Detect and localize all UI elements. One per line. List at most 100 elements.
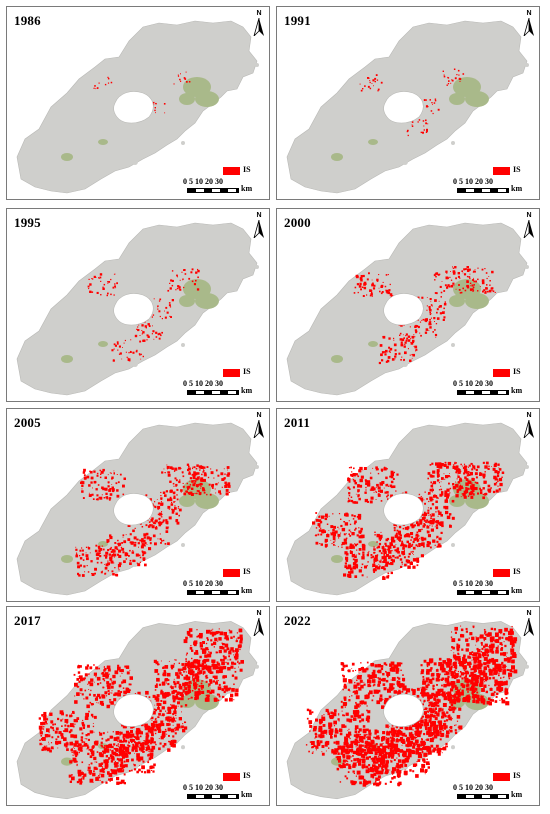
north-label: N <box>526 212 532 219</box>
impervious-patch <box>200 479 203 482</box>
map-panel-1986: 1986 N IS 0 5 10 20 30 km <box>6 6 270 200</box>
impervious-patch <box>122 736 125 739</box>
impervious-patch <box>371 83 373 84</box>
impervious-patch <box>421 319 423 321</box>
impervious-patch <box>472 693 474 696</box>
impervious-patch <box>185 668 187 670</box>
impervious-patch <box>74 740 79 745</box>
impervious-patch <box>343 521 345 523</box>
impervious-patch <box>357 495 359 498</box>
impervious-patch <box>416 325 419 327</box>
impervious-patch <box>171 704 175 709</box>
impervious-patch <box>488 289 492 293</box>
impervious-patch <box>344 551 348 555</box>
impervious-patch <box>113 473 115 475</box>
impervious-patch <box>376 278 379 282</box>
impervious-patch <box>105 759 109 763</box>
impervious-patch <box>236 657 239 660</box>
impervious-patch <box>102 468 105 472</box>
impervious-patch <box>474 487 478 491</box>
impervious-patch <box>157 305 159 307</box>
impervious-patch <box>465 482 469 486</box>
impervious-patch <box>79 675 83 680</box>
impervious-patch <box>441 491 444 494</box>
impervious-patch <box>416 727 419 730</box>
impervious-patch <box>238 666 239 668</box>
impervious-patch <box>147 725 151 729</box>
impervious-patch <box>104 476 107 479</box>
impervious-patch <box>422 120 425 122</box>
impervious-patch <box>435 701 438 704</box>
impervious-patch <box>132 529 135 533</box>
impervious-patch <box>483 672 488 677</box>
impervious-patch <box>494 291 496 293</box>
impervious-patch <box>416 728 419 732</box>
impervious-patch <box>172 743 176 748</box>
impervious-patch <box>108 693 110 696</box>
impervious-patch <box>398 525 402 529</box>
impervious-patch <box>357 489 360 492</box>
impervious-patch <box>376 280 379 282</box>
impervious-patch <box>160 502 164 506</box>
impervious-patch <box>181 668 184 671</box>
impervious-patch <box>377 683 381 687</box>
impervious-patch <box>462 73 465 75</box>
impervious-patch <box>345 513 349 517</box>
impervious-patch <box>119 352 122 355</box>
impervious-patch <box>454 664 458 669</box>
impervious-patch <box>161 516 163 518</box>
impervious-patch <box>184 273 187 275</box>
impervious-patch <box>197 472 200 475</box>
impervious-patch <box>167 289 170 292</box>
impervious-patch <box>430 304 433 306</box>
impervious-patch <box>439 738 442 741</box>
island <box>132 361 138 367</box>
impervious-patch <box>218 693 220 696</box>
impervious-patch <box>230 647 234 651</box>
impervious-patch <box>163 468 165 470</box>
impervious-patch <box>95 276 97 278</box>
impervious-patch <box>440 481 442 483</box>
impervious-patch <box>145 736 148 739</box>
impervious-patch <box>201 483 203 486</box>
legend-label: IS <box>243 771 251 780</box>
impervious-patch <box>405 335 407 337</box>
impervious-patch <box>359 700 364 705</box>
impervious-patch <box>141 765 145 770</box>
impervious-patch <box>113 552 115 554</box>
impervious-patch <box>484 268 486 270</box>
impervious-patch <box>193 479 195 481</box>
impervious-patch <box>193 679 196 682</box>
impervious-patch <box>392 485 396 488</box>
impervious-patch <box>458 487 462 491</box>
impervious-patch <box>119 669 122 673</box>
impervious-patch <box>202 680 204 682</box>
impervious-patch <box>113 472 115 474</box>
impervious-patch <box>71 713 73 715</box>
impervious-patch <box>373 85 374 87</box>
impervious-patch <box>97 484 100 486</box>
impervious-patch <box>211 663 215 667</box>
impervious-patch <box>420 768 425 773</box>
impervious-patch <box>357 275 359 277</box>
impervious-patch <box>443 473 445 475</box>
impervious-patch <box>228 651 232 655</box>
impervious-patch <box>168 740 170 743</box>
impervious-patch <box>171 511 175 514</box>
impervious-patch <box>184 687 188 690</box>
impervious-patch <box>468 694 470 696</box>
impervious-patch <box>101 545 103 547</box>
impervious-patch <box>479 671 483 676</box>
impervious-patch <box>167 505 171 509</box>
impervious-patch <box>177 507 179 509</box>
impervious-patch <box>176 723 181 728</box>
impervious-patch <box>407 545 411 549</box>
impervious-patch <box>366 670 368 672</box>
impervious-patch <box>129 541 132 544</box>
impervious-patch <box>208 656 210 658</box>
impervious-patch <box>376 483 379 487</box>
scale-unit: km <box>241 790 253 799</box>
impervious-patch <box>221 486 223 488</box>
impervious-patch <box>239 640 243 644</box>
impervious-patch <box>395 549 399 553</box>
